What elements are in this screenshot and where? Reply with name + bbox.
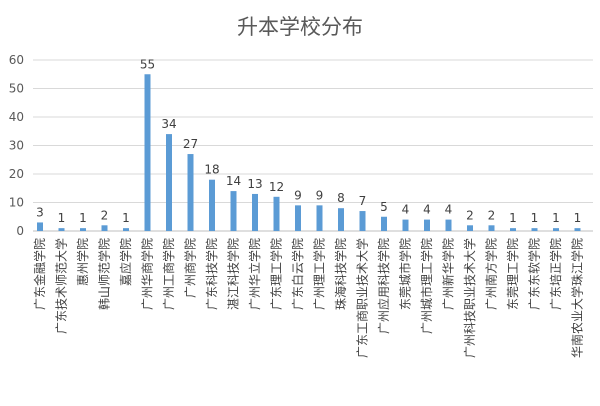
x-category-label: 广州应用科技学院 <box>376 238 391 334</box>
bar <box>531 228 538 231</box>
bar <box>123 228 129 231</box>
data-label: 27 <box>183 137 198 151</box>
data-label: 7 <box>359 194 367 208</box>
bar <box>510 228 516 231</box>
data-label: 9 <box>316 188 324 202</box>
data-label: 5 <box>380 200 388 214</box>
x-category-label: 嘉应学院 <box>118 238 133 286</box>
bar <box>338 208 344 231</box>
bar <box>37 222 43 231</box>
bar <box>144 74 151 231</box>
data-label: 1 <box>58 211 66 225</box>
data-label: 18 <box>204 163 219 177</box>
bar <box>574 228 581 231</box>
x-category-label: 广州新华学院 <box>441 238 456 310</box>
x-category-label: 广州商学院 <box>183 238 198 298</box>
data-label: 9 <box>294 188 302 202</box>
data-label: 4 <box>445 203 453 217</box>
y-tick-label: 30 <box>9 139 24 153</box>
x-category-label: 广州城市理工学院 <box>419 238 434 334</box>
data-label: 1 <box>122 211 130 225</box>
bar <box>80 228 86 231</box>
bar <box>273 196 280 231</box>
y-tick-label: 0 <box>16 224 24 238</box>
x-category-label: 广州工商学院 <box>161 238 176 310</box>
x-category-label: 广东金融学院 <box>32 238 47 310</box>
data-label: 8 <box>337 191 345 205</box>
y-tick-label: 60 <box>9 53 24 67</box>
bar <box>187 154 194 231</box>
x-category-label: 广州理工学院 <box>312 238 327 310</box>
data-label: 3 <box>36 205 44 219</box>
x-category-label: 东莞城市学院 <box>398 238 413 310</box>
x-category-label: 广东科技学院 <box>204 238 219 310</box>
bar <box>467 225 473 231</box>
chart-title: 升本学校分布 <box>237 15 363 39</box>
bar <box>381 216 387 231</box>
bar <box>553 228 559 231</box>
data-label: 13 <box>247 177 262 191</box>
x-category-label: 东莞理工学院 <box>505 238 520 310</box>
bar <box>402 219 409 231</box>
data-label: 1 <box>531 211 539 225</box>
y-tick-label: 40 <box>9 110 24 124</box>
data-label: 4 <box>402 203 410 217</box>
x-category-label: 广东工商职业技术大学 <box>355 238 370 358</box>
bars <box>37 74 581 231</box>
x-category-label: 广东白云学院 <box>290 238 305 310</box>
x-category-label: 惠州学院 <box>75 238 90 286</box>
bar <box>252 193 258 231</box>
bar <box>488 225 495 231</box>
data-label: 12 <box>269 180 284 194</box>
bar <box>445 219 452 231</box>
bar <box>230 191 237 231</box>
bar <box>359 211 366 231</box>
data-label: 1 <box>509 211 517 225</box>
data-label: 14 <box>226 174 241 188</box>
data-label: 2 <box>101 208 109 222</box>
data-label: 55 <box>140 57 155 71</box>
x-category-label: 广东东软学院 <box>527 238 542 310</box>
x-category-label: 韩山师范学院 <box>97 238 112 310</box>
x-category-label: 广州南方学院 <box>484 238 499 310</box>
data-label: 2 <box>488 208 496 222</box>
bar <box>166 134 172 231</box>
bar <box>58 228 65 231</box>
x-category-label: 广州华商学院 <box>140 238 155 310</box>
data-label: 1 <box>574 211 582 225</box>
data-label: 4 <box>423 203 431 217</box>
bar <box>209 179 215 231</box>
bar <box>295 205 301 231</box>
bar <box>101 225 108 231</box>
data-label: 1 <box>79 211 87 225</box>
x-axis: 广东金融学院 广东技术师范大学 惠州学院 韩山师范学院 嘉应学院 广州华商学院 广州工商学院… <box>32 238 585 358</box>
data-label: 2 <box>466 208 474 222</box>
x-category-label: 广州华立学院 <box>247 238 262 310</box>
bar <box>316 205 323 231</box>
x-category-label: 广东技术师范大学 <box>54 238 69 334</box>
y-tick-label: 20 <box>9 167 24 181</box>
x-category-label: 广东培正学院 <box>548 238 563 310</box>
gridlines <box>33 59 593 232</box>
y-tick-label: 50 <box>9 82 24 96</box>
bar <box>424 219 430 231</box>
x-category-label: 广东理工学院 <box>269 238 284 310</box>
y-tick-label: 10 <box>9 196 24 210</box>
x-category-label: 广州科技职业技术大学 <box>462 238 477 358</box>
x-category-label: 湛江科技学院 <box>226 238 241 310</box>
x-category-label: 华南农业大学珠江学院 <box>570 238 585 358</box>
data-label: 1 <box>552 211 560 225</box>
data-label: 34 <box>161 117 176 131</box>
y-axis: 0 10 20 30 40 50 60 <box>9 53 24 238</box>
x-category-label: 珠海科技学院 <box>333 238 348 310</box>
